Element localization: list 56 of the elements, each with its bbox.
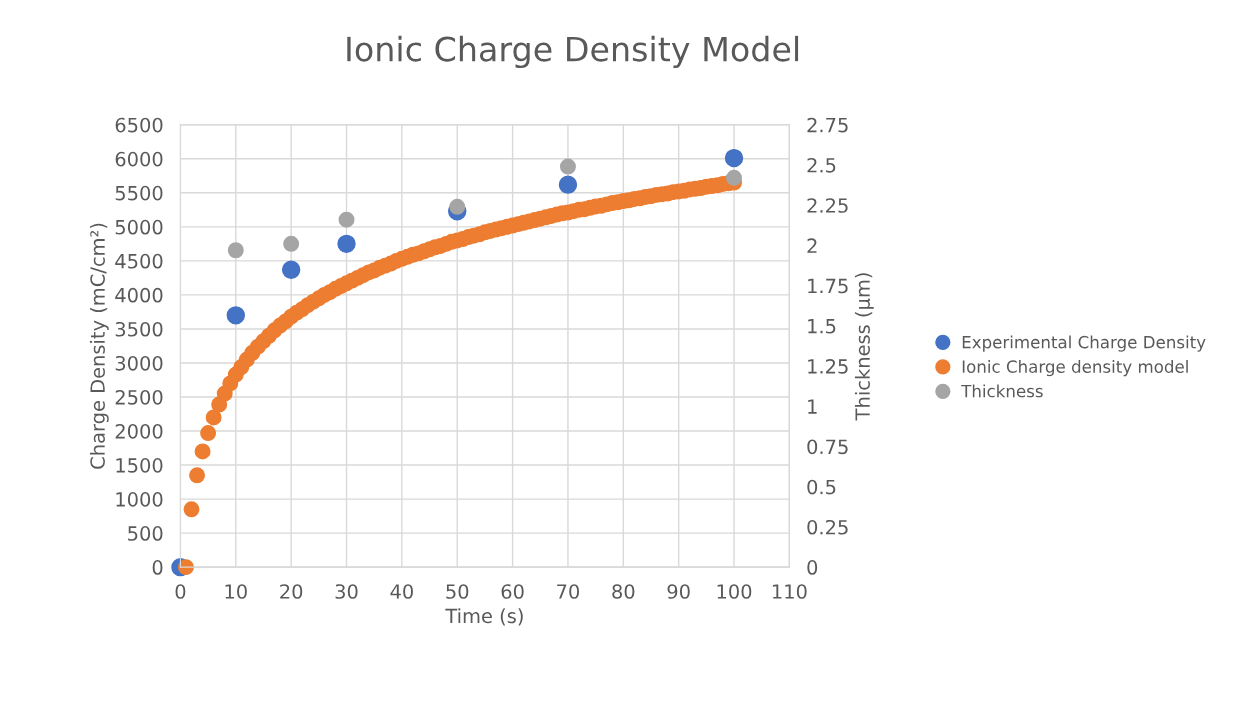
point <box>283 235 300 252</box>
y2-tick-label: 1 <box>808 399 817 414</box>
y2-tick-label: 1.75 <box>808 278 848 294</box>
point <box>558 175 578 194</box>
y-tick-label: 4500 <box>115 253 163 269</box>
y-tick-label: 1000 <box>116 492 163 507</box>
y2-tick-label: 2.25 <box>807 198 848 213</box>
x-tick-label: 40 <box>390 584 413 599</box>
y-tick-label: 3000 <box>115 355 163 371</box>
y2-tick-label: 0 <box>807 560 818 575</box>
legend-label: Thickness <box>961 384 1043 398</box>
point <box>226 306 245 325</box>
point <box>337 234 356 254</box>
x-tick-label: 100 <box>717 584 752 599</box>
y-tick-label: 500 <box>128 526 163 541</box>
y-tick-label: 5500 <box>115 185 163 201</box>
point <box>338 211 355 228</box>
y2-tick-label: 2.5 <box>807 157 836 173</box>
y2-tick-label: 0.75 <box>807 439 848 455</box>
legend-label: Ionic Charge density model <box>962 360 1188 377</box>
y2-axis-title: Thickness (µm) <box>854 273 874 421</box>
y2-tick-label: 1.5 <box>808 319 836 334</box>
x-tick-label: 0 <box>175 584 186 599</box>
x-tick-label: 70 <box>557 584 580 599</box>
x-tick-label: 80 <box>612 584 635 599</box>
point <box>726 169 743 186</box>
x-axis-title: Time (s) <box>445 608 523 626</box>
y2-tick-label: 2 <box>807 238 817 253</box>
y-tick-label: 2500 <box>115 389 163 405</box>
point <box>724 148 744 168</box>
y-tick-label: 1500 <box>116 458 163 473</box>
y-axis-title: Charge Density (mC/cm²) <box>89 223 109 469</box>
x-tick-label: 50 <box>446 584 469 599</box>
y-tick-label: 2000 <box>115 423 163 439</box>
x-tick-label: 110 <box>772 584 807 599</box>
y-tick-label: 6500 <box>115 117 163 133</box>
y2-tick-label: 0.5 <box>807 479 836 495</box>
y2-tick-label: 1.25 <box>808 359 848 374</box>
y2-tick-label: 2.75 <box>807 117 848 133</box>
point <box>281 260 301 279</box>
y-tick-label: 5000 <box>115 219 163 235</box>
legend-label: Experimental Charge Density <box>962 335 1206 352</box>
x-tick-label: 20 <box>280 584 303 599</box>
point <box>227 242 244 259</box>
chart-title: Ionic Charge Density Model <box>347 35 799 69</box>
point <box>559 158 576 175</box>
y-tick-label: 0 <box>152 560 163 575</box>
y-tick-label: 4000 <box>115 287 163 303</box>
x-tick-label: 90 <box>667 584 690 599</box>
x-tick-label: 60 <box>501 584 524 599</box>
x-tick-label: 30 <box>335 584 358 599</box>
x-tick-label: 10 <box>225 584 247 599</box>
point <box>449 198 466 215</box>
y-tick-label: 3500 <box>115 321 163 337</box>
y-tick-label: 6000 <box>115 151 163 167</box>
y2-tick-label: 0.25 <box>807 519 848 535</box>
